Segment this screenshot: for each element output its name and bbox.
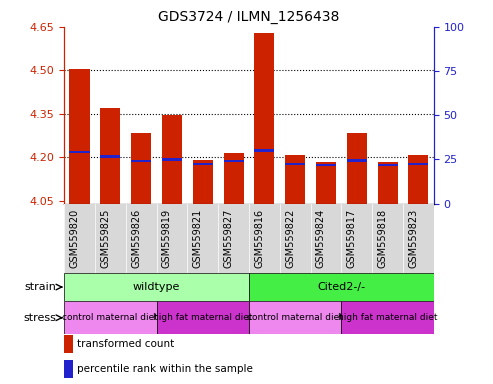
Bar: [254, 149, 275, 152]
Bar: [254, 33, 275, 204]
Text: GSM559816: GSM559816: [254, 209, 264, 268]
Text: control maternal diet: control maternal diet: [63, 313, 158, 322]
Bar: [347, 159, 367, 162]
Bar: [408, 155, 428, 204]
Bar: [378, 162, 398, 204]
Bar: [408, 163, 428, 165]
Bar: [131, 160, 151, 162]
Text: GSM559817: GSM559817: [347, 209, 357, 268]
Bar: [223, 160, 244, 162]
Bar: [316, 164, 336, 166]
Bar: [162, 115, 182, 204]
Text: strain: strain: [25, 282, 57, 292]
Text: GSM559818: GSM559818: [378, 209, 387, 268]
Text: high fat maternal diet: high fat maternal diet: [338, 313, 437, 322]
Text: wildtype: wildtype: [133, 282, 180, 292]
Text: GSM559827: GSM559827: [223, 209, 234, 268]
Bar: [64, 273, 249, 301]
Bar: [131, 132, 151, 204]
Bar: [70, 151, 90, 154]
Text: GSM559822: GSM559822: [285, 209, 295, 268]
Text: GSM559821: GSM559821: [193, 209, 203, 268]
Bar: [100, 156, 120, 158]
Bar: [162, 158, 182, 161]
Title: GDS3724 / ILMN_1256438: GDS3724 / ILMN_1256438: [158, 10, 340, 25]
Bar: [249, 273, 434, 301]
Text: stress: stress: [24, 313, 57, 323]
Bar: [378, 164, 398, 166]
Bar: [70, 69, 90, 204]
Text: control maternal diet: control maternal diet: [247, 313, 343, 322]
Text: percentile rank within the sample: percentile rank within the sample: [77, 364, 253, 374]
Bar: [193, 160, 213, 204]
Bar: [64, 301, 157, 334]
Text: GSM559823: GSM559823: [408, 209, 419, 268]
Bar: [157, 301, 249, 334]
Text: Cited2-/-: Cited2-/-: [317, 282, 365, 292]
Bar: [193, 163, 213, 165]
Text: high fat maternal diet: high fat maternal diet: [153, 313, 252, 322]
Bar: [316, 162, 336, 204]
Bar: [285, 155, 305, 204]
Bar: [223, 153, 244, 204]
Text: GSM559824: GSM559824: [316, 209, 326, 268]
Text: transformed count: transformed count: [77, 339, 175, 349]
Text: GSM559825: GSM559825: [100, 209, 110, 268]
Bar: [249, 301, 341, 334]
Text: GSM559820: GSM559820: [70, 209, 79, 268]
Bar: [341, 301, 434, 334]
Bar: [100, 108, 120, 204]
Bar: [64, 360, 73, 378]
Bar: [347, 132, 367, 204]
Bar: [285, 163, 305, 165]
Text: GSM559826: GSM559826: [131, 209, 141, 268]
Bar: [64, 335, 73, 353]
Text: GSM559819: GSM559819: [162, 209, 172, 268]
